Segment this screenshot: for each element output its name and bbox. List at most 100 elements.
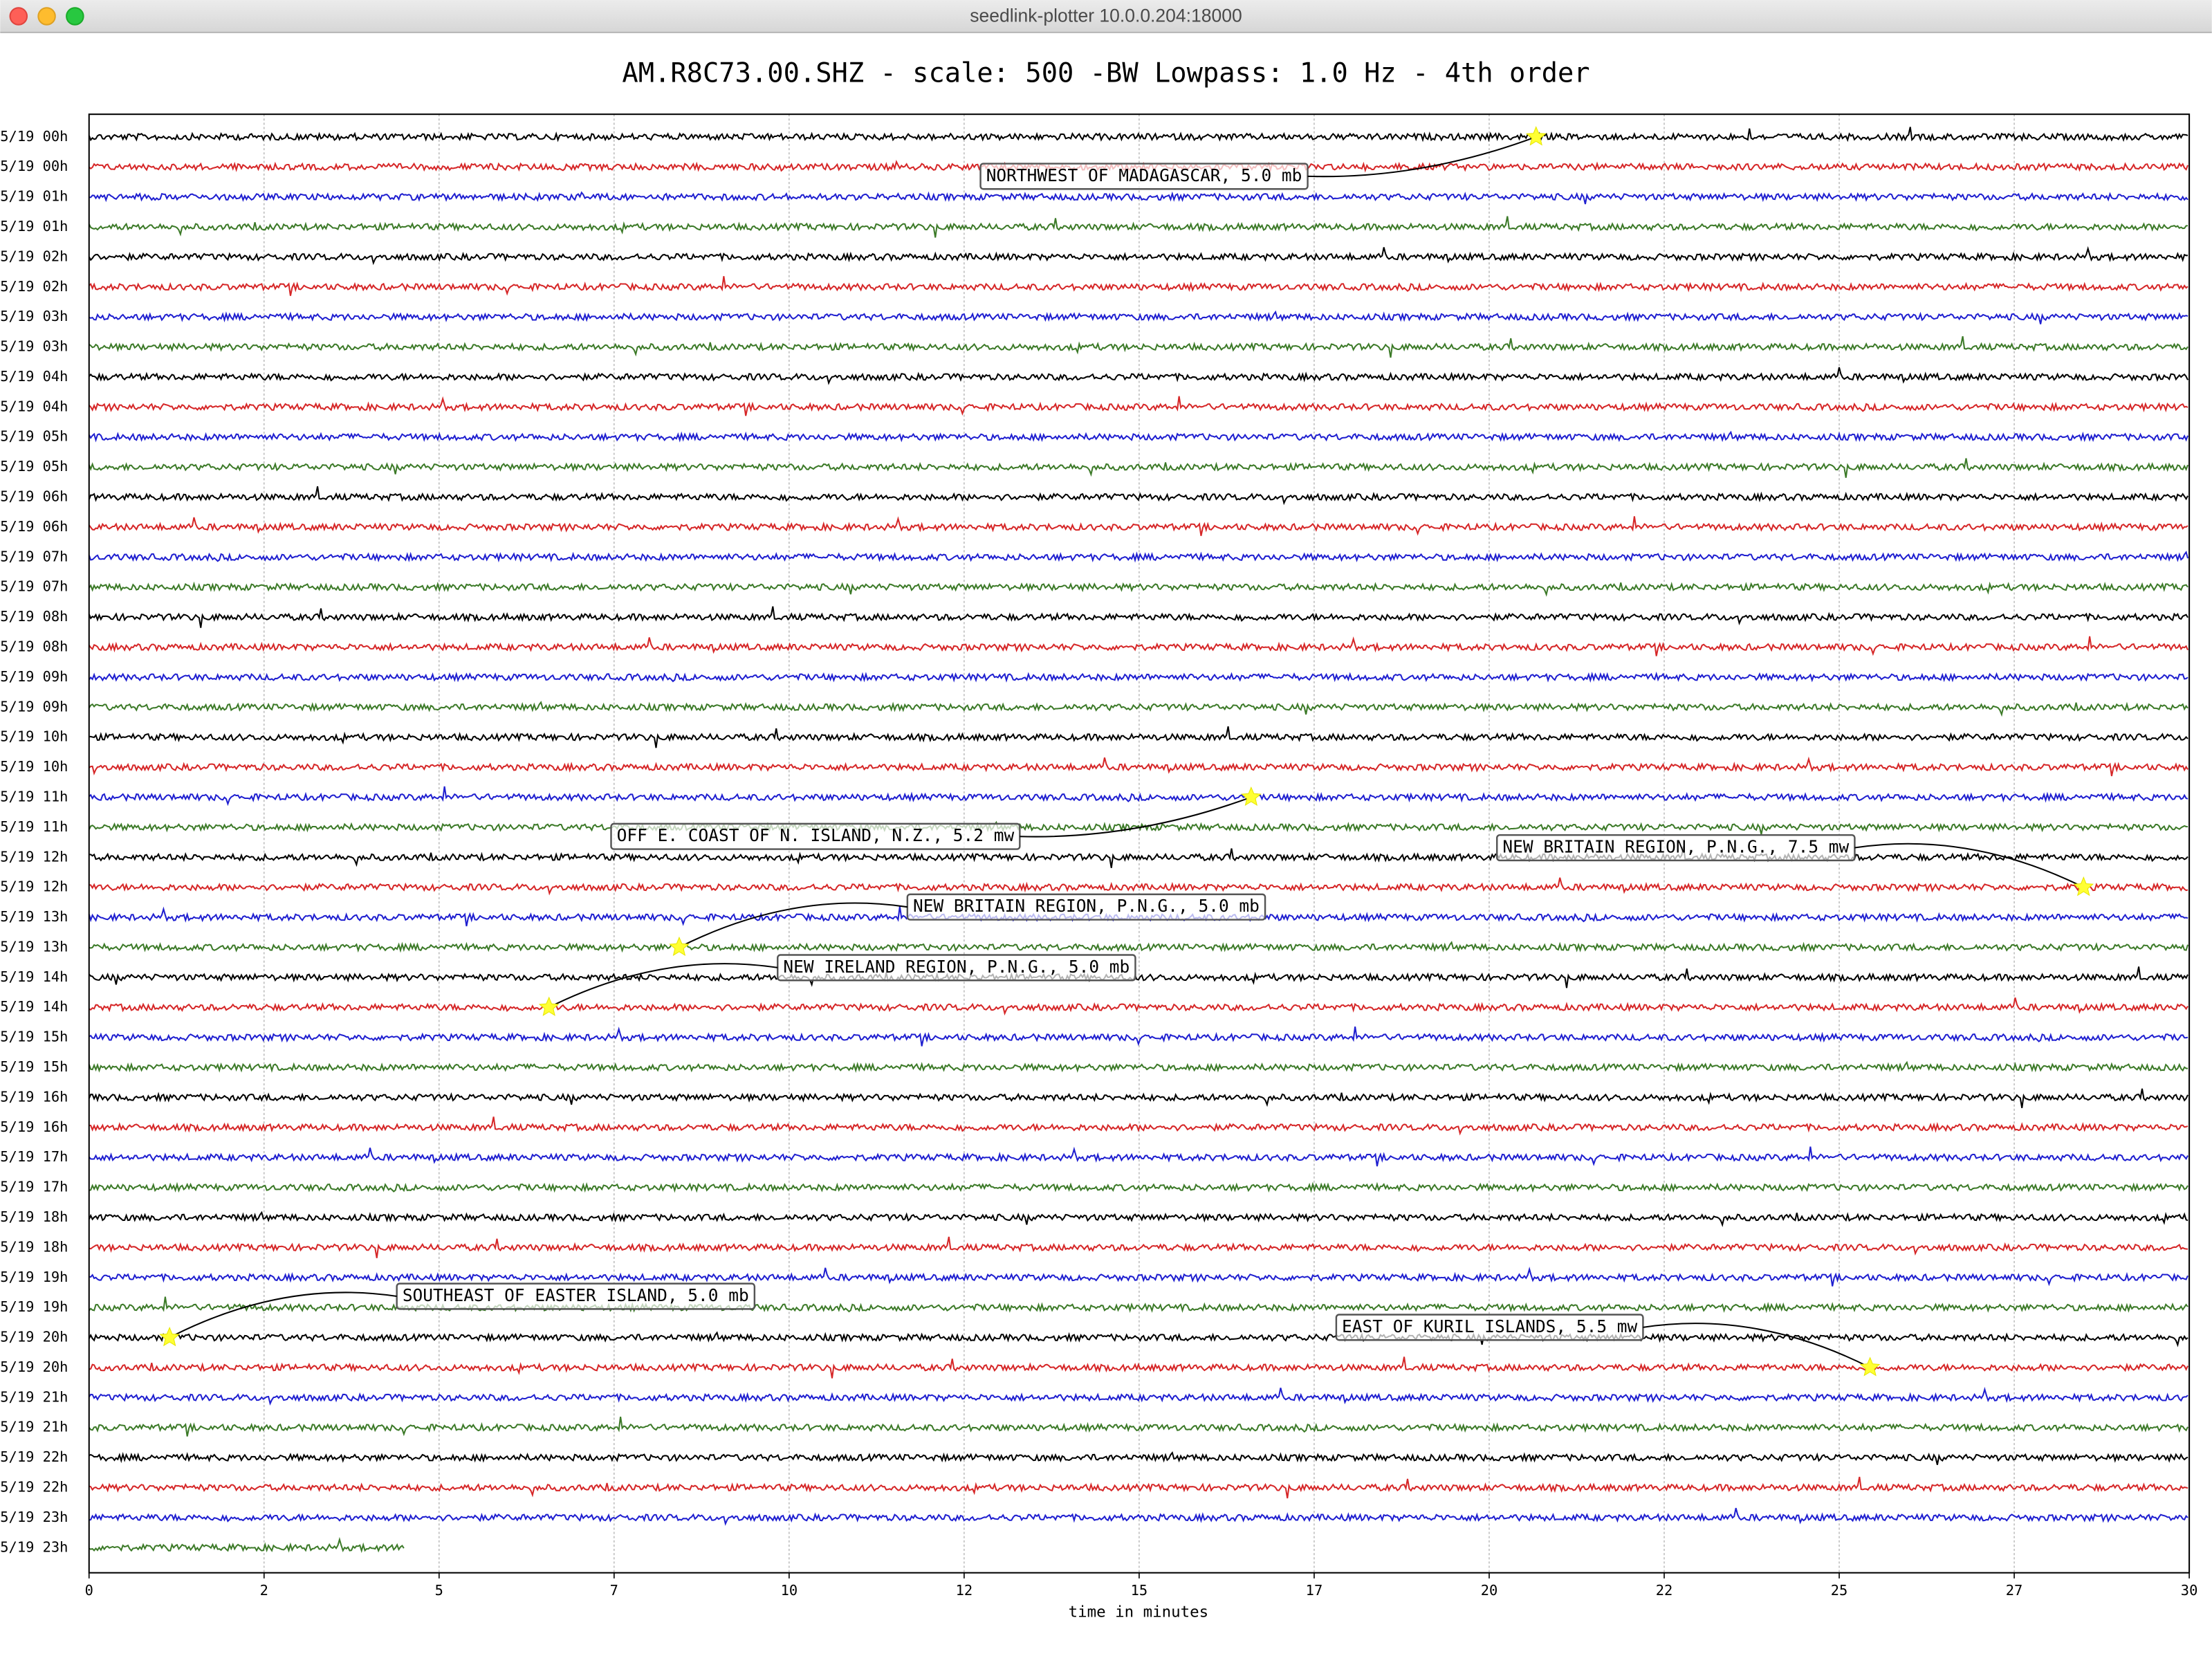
trace bbox=[89, 1451, 2188, 1465]
row-label: 5/19 22h bbox=[0, 1448, 68, 1465]
x-tick-label: 12 bbox=[956, 1582, 973, 1599]
annotation-label: NORTHWEST OF MADAGASCAR, 5.0 mb bbox=[986, 165, 1302, 185]
row-label: 5/19 07h bbox=[0, 548, 68, 564]
annotation-connector bbox=[1643, 1323, 1871, 1368]
trace bbox=[89, 1116, 2188, 1136]
row-label: 5/19 14h bbox=[0, 998, 68, 1015]
trace bbox=[88, 246, 2188, 266]
row-label: 5/19 07h bbox=[0, 578, 68, 595]
row-label: 5/19 08h bbox=[0, 608, 68, 625]
trace bbox=[88, 430, 2188, 443]
trace bbox=[88, 1088, 2188, 1108]
trace bbox=[88, 1146, 2188, 1167]
x-tick-label: 0 bbox=[85, 1582, 93, 1599]
trace bbox=[89, 877, 2188, 896]
annotation-connector bbox=[679, 902, 908, 948]
annotation-label: NEW BRITAIN REGION, P.N.G., 5.0 mb bbox=[913, 896, 1260, 916]
row-label: 5/19 09h bbox=[0, 668, 68, 685]
trace bbox=[89, 276, 2188, 296]
row-label: 5/19 08h bbox=[0, 638, 68, 654]
row-label: 5/19 01h bbox=[0, 218, 68, 234]
event-star bbox=[1859, 1356, 1881, 1377]
trace bbox=[88, 636, 2188, 656]
event-annotation: OFF E. COAST OF N. ISLAND, N.Z., 5.2 mw bbox=[610, 822, 1021, 850]
zoom-button[interactable] bbox=[66, 7, 84, 26]
x-tick-label: 22 bbox=[1656, 1582, 1673, 1599]
trace bbox=[88, 820, 2188, 835]
row-label: 5/19 05h bbox=[0, 458, 68, 475]
row-label: 5/19 00h bbox=[0, 128, 68, 145]
trace bbox=[88, 486, 2188, 506]
row-label: 5/19 17h bbox=[0, 1148, 68, 1165]
row-label: 5/19 18h bbox=[0, 1208, 68, 1225]
row-label: 5/19 16h bbox=[0, 1119, 68, 1135]
annotation-label: EAST OF KURIL ISLANDS, 5.5 mw bbox=[1342, 1316, 1637, 1336]
event-annotation: NORTHWEST OF MADAGASCAR, 5.0 mb bbox=[979, 163, 1309, 190]
x-tick-label: 27 bbox=[2006, 1582, 2023, 1599]
row-label: 5/19 15h bbox=[0, 1029, 68, 1045]
annotation-connector bbox=[1854, 843, 2084, 888]
row-label: 5/19 04h bbox=[0, 368, 68, 385]
x-tick-label: 30 bbox=[2181, 1582, 2198, 1599]
row-label: 5/19 20h bbox=[0, 1329, 68, 1345]
row-label: 5/19 04h bbox=[0, 398, 68, 414]
row-label: 5/19 09h bbox=[0, 698, 68, 715]
row-label: 5/19 20h bbox=[0, 1359, 68, 1375]
annotation-label: NEW IRELAND REGION, P.N.G., 5.0 mb bbox=[783, 957, 1130, 977]
row-label: 5/19 10h bbox=[0, 728, 68, 745]
row-label: 5/19 17h bbox=[0, 1179, 68, 1195]
x-axis-label: time in minutes bbox=[1069, 1603, 1209, 1621]
trace bbox=[88, 127, 2188, 142]
trace bbox=[89, 191, 2188, 205]
row-label: 5/19 01h bbox=[0, 188, 68, 205]
annotation-label: OFF E. COAST OF N. ISLAND, N.Z., 5.2 mw bbox=[617, 825, 1015, 845]
trace bbox=[89, 1507, 2188, 1526]
trace bbox=[89, 396, 2188, 416]
trace bbox=[89, 966, 2188, 988]
trace bbox=[89, 1026, 2188, 1047]
row-label: 5/19 16h bbox=[0, 1088, 68, 1105]
x-tick-label: 15 bbox=[1131, 1582, 1148, 1599]
row-label: 5/19 19h bbox=[0, 1298, 68, 1315]
event-star bbox=[1526, 126, 1547, 146]
event-annotation: NEW IRELAND REGION, P.N.G., 5.0 mb bbox=[777, 954, 1136, 982]
annotation-connector bbox=[1307, 136, 1537, 178]
trace bbox=[88, 606, 2188, 628]
x-tick-label: 17 bbox=[1306, 1582, 1323, 1599]
row-label: 5/19 23h bbox=[0, 1538, 68, 1555]
row-label: 5/19 19h bbox=[0, 1269, 68, 1285]
row-label: 5/19 18h bbox=[0, 1238, 68, 1255]
trace bbox=[88, 671, 2188, 683]
row-label: 5/19 13h bbox=[0, 938, 68, 955]
row-label: 5/19 21h bbox=[0, 1388, 68, 1405]
trace bbox=[88, 581, 2188, 597]
annotation-connector bbox=[1020, 796, 1252, 838]
row-label: 5/19 15h bbox=[0, 1058, 68, 1075]
window-title: seedlink-plotter 10.0.0.204:18000 bbox=[970, 5, 1242, 26]
x-tick-label: 7 bbox=[610, 1582, 618, 1599]
event-star bbox=[538, 996, 560, 1016]
event-annotation: NEW BRITAIN REGION, P.N.G., 5.0 mb bbox=[906, 893, 1266, 921]
row-label: 5/19 14h bbox=[0, 968, 68, 985]
trace bbox=[88, 516, 2188, 536]
event-star bbox=[2073, 876, 2094, 896]
close-button[interactable] bbox=[9, 7, 28, 26]
minimize-button[interactable] bbox=[37, 7, 56, 26]
trace bbox=[89, 997, 2188, 1016]
row-label: 5/19 13h bbox=[0, 908, 68, 925]
event-star bbox=[669, 936, 690, 957]
x-tick-label: 25 bbox=[1831, 1582, 1848, 1599]
trace bbox=[88, 1417, 2188, 1437]
event-star bbox=[159, 1326, 180, 1347]
chart-title: AM.R8C73.00.SHZ - scale: 500 -BW Lowpass… bbox=[622, 58, 1589, 89]
x-tick-label: 5 bbox=[435, 1582, 443, 1599]
title-bar bbox=[0, 0, 2212, 33]
row-label: 5/19 05h bbox=[0, 428, 68, 445]
trace bbox=[88, 458, 2189, 478]
row-label: 5/19 11h bbox=[0, 788, 68, 804]
annotation-label: NEW BRITAIN REGION, P.N.G., 7.5 mw bbox=[1502, 837, 1849, 857]
plot-frame bbox=[88, 113, 2191, 1574]
trace bbox=[89, 786, 2188, 807]
